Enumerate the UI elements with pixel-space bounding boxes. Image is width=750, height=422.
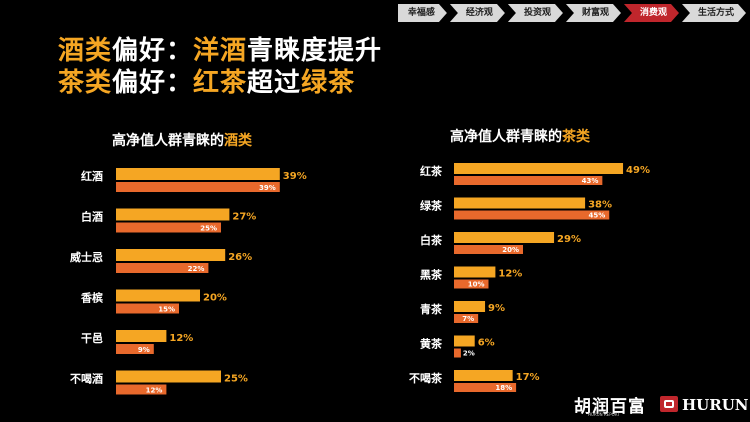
wine-data-label-series2: 15% xyxy=(158,306,175,314)
wine-chart-title: 高净值人群青睐的酒类 xyxy=(112,130,252,150)
tea-category-label: 黑茶 xyxy=(420,268,443,282)
tea-bar-series1 xyxy=(454,335,475,347)
tea-chart-title-prefix: 高净值人群青睐的 xyxy=(450,129,562,145)
tea-category-label: 黄茶 xyxy=(420,337,443,351)
headline-tea-category: 茶类 xyxy=(58,68,113,98)
section-nav: 幸福感 经济观 投资观 财富观 消费观 生活方式 xyxy=(398,4,746,22)
tea-bar-series1 xyxy=(454,232,555,243)
tea-data-label-series2: 2% xyxy=(463,350,475,358)
wine-data-label-series1: 25% xyxy=(224,374,248,385)
wine-bar-series1 xyxy=(116,330,167,342)
tea-data-label-series1: 12% xyxy=(498,269,522,280)
nav-tab-economy[interactable]: 经济观 xyxy=(450,4,505,22)
wine-data-label-series1: 26% xyxy=(228,252,252,263)
tea-bar-series2 xyxy=(454,279,489,289)
tea-data-label-series1: 9% xyxy=(488,303,505,314)
tea-category-label: 白茶 xyxy=(420,233,443,247)
tea-category-label: 不喝茶 xyxy=(409,371,443,385)
wine-data-label-series1: 12% xyxy=(169,333,193,344)
nav-tab-lifestyle[interactable]: 生活方式 xyxy=(682,4,746,22)
tea-data-label-series1: 17% xyxy=(516,372,540,383)
tea-data-label-series1: 6% xyxy=(478,338,495,349)
nav-tab-wealth[interactable]: 财富观 xyxy=(566,4,621,22)
tea-bar-series2 xyxy=(454,383,517,392)
headline-wine-highlight: 洋酒 xyxy=(193,36,248,66)
wine-data-label-series1: 39% xyxy=(283,171,307,182)
tea-bar-series1 xyxy=(454,197,586,209)
tea-data-label-series1: 38% xyxy=(588,200,612,211)
wine-bar-series1 xyxy=(116,370,221,383)
wine-category-label: 红酒 xyxy=(81,169,103,183)
tea-data-label-series2: 45% xyxy=(588,212,605,220)
tea-data-label-series2: 43% xyxy=(582,177,599,185)
tea-bar-series1 xyxy=(454,301,486,312)
wine-category-label: 威士忌 xyxy=(70,250,103,264)
nav-tab-happiness[interactable]: 幸福感 xyxy=(398,4,447,22)
hurun-logo-en: HURUN xyxy=(682,396,749,414)
tea-bar-series1 xyxy=(454,163,624,174)
tea-bar-series1 xyxy=(454,370,513,381)
tea-chart-title-highlight: 茶类 xyxy=(562,129,590,145)
tea-data-label-series1: 29% xyxy=(557,234,581,245)
tea-data-label-series1: 49% xyxy=(626,165,650,176)
tea-bar-chart: 红茶 49% 43% 绿茶 38%45% 白茶 29% 20% 黑茶 12% 10% 青茶 9% 7% 黄茶… xyxy=(409,163,650,392)
tea-bar-series2 xyxy=(454,348,461,358)
tea-category-label: 红茶 xyxy=(420,164,443,178)
tea-bar-series2 xyxy=(454,176,603,185)
headline-tea-mid: 超过 xyxy=(247,68,302,98)
headline-wine-label: 偏好： xyxy=(112,36,194,66)
wine-data-label-series2: 12% xyxy=(146,387,163,395)
nav-tab-investment[interactable]: 投资观 xyxy=(508,4,563,22)
wine-bar-series2 xyxy=(116,303,179,314)
wine-data-label-series2: 25% xyxy=(200,225,217,233)
wine-bar-series1 xyxy=(116,289,200,302)
wine-category-label: 白酒 xyxy=(81,210,103,224)
headline-tea-highlight1: 红茶 xyxy=(193,68,248,98)
wine-bar-series2 xyxy=(116,344,154,354)
wine-bar-series1 xyxy=(116,168,280,180)
headline-tea-highlight2: 绿茶 xyxy=(301,68,356,98)
wine-data-label-series2: 22% xyxy=(188,265,205,273)
hurun-logo-sub: HURUN REPORT xyxy=(588,412,620,417)
tea-bar-series2 xyxy=(454,314,479,323)
tea-data-label-series2: 10% xyxy=(468,281,485,289)
wine-bar-series2 xyxy=(116,384,167,395)
wine-chart-title-prefix: 高净值人群青睐的 xyxy=(112,133,224,149)
hurun-logo-icon xyxy=(660,396,678,412)
wine-category-label: 香槟 xyxy=(80,291,103,305)
tea-data-label-series2: 20% xyxy=(502,246,519,254)
wine-data-label-series2: 39% xyxy=(259,184,276,192)
tea-data-label-series2: 18% xyxy=(495,384,512,392)
wine-bar-chart: 红酒 39% 39% 白酒 27% 25% 威士忌 26% 22% 香槟 20% 15% 干邑 12% 9%… xyxy=(70,168,307,395)
tea-category-label: 绿茶 xyxy=(420,199,443,213)
wine-bar-series1 xyxy=(116,249,226,261)
hurun-logo-cn: 胡润百富 xyxy=(574,397,646,417)
headline-wine: 酒类偏好：洋酒青睐度提升 xyxy=(58,30,382,67)
tea-category-label: 青茶 xyxy=(420,302,443,316)
wine-data-label-series1: 27% xyxy=(232,212,256,223)
wine-category-label: 不喝酒 xyxy=(70,373,103,386)
wine-bar-series2 xyxy=(116,263,209,273)
tea-bar-series1 xyxy=(454,266,496,278)
tea-bar-series2 xyxy=(454,210,610,220)
wine-category-label: 干邑 xyxy=(81,332,103,345)
tea-data-label-series2: 7% xyxy=(462,315,474,323)
headline-wine-rest: 青睐度提升 xyxy=(247,36,383,66)
wine-bar-series2 xyxy=(116,222,221,233)
wine-data-label-series1: 20% xyxy=(203,293,227,304)
headline-tea-label: 偏好： xyxy=(112,68,194,98)
nav-tab-consumption[interactable]: 消费观 xyxy=(624,4,679,22)
tea-bar-series2 xyxy=(454,245,523,254)
wine-chart-title-highlight: 酒类 xyxy=(224,133,252,149)
headline-tea: 茶类偏好：红茶超过绿茶 xyxy=(58,62,355,99)
wine-data-label-series2: 9% xyxy=(138,346,150,354)
wine-bar-series2 xyxy=(116,182,280,192)
tea-chart-title: 高净值人群青睐的茶类 xyxy=(450,126,590,146)
wine-bar-series1 xyxy=(116,208,230,221)
headline-wine-category: 酒类 xyxy=(58,36,113,66)
